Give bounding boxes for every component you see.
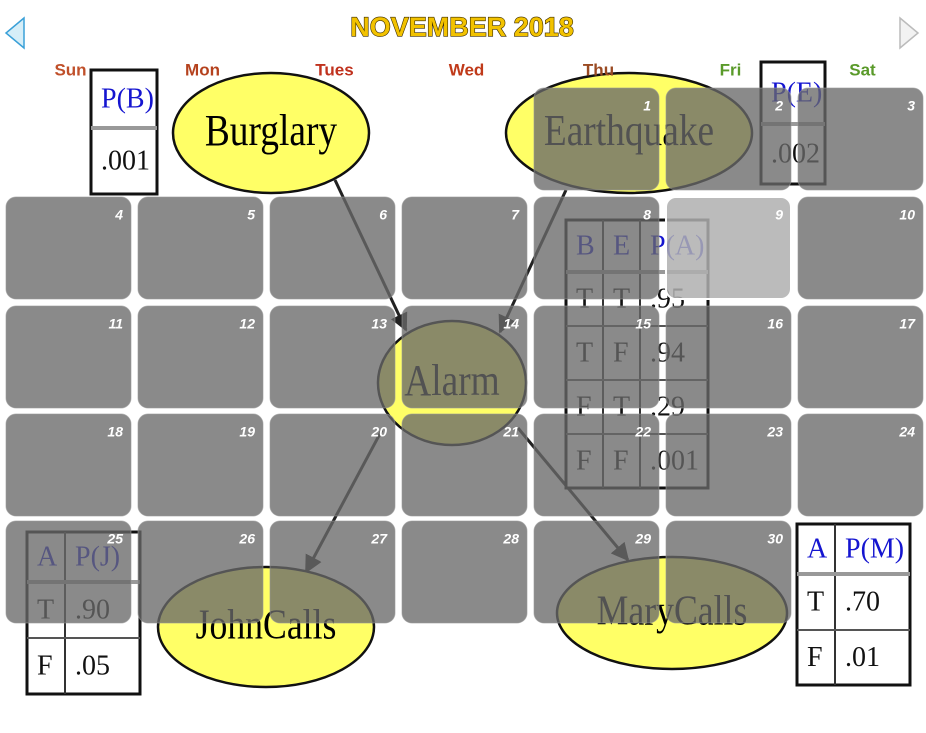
day-cell[interactable] [401, 520, 528, 624]
day-number: 8 [643, 207, 651, 223]
day-cell[interactable] [797, 87, 924, 191]
day-cell[interactable] [797, 413, 924, 517]
day-cell[interactable] [137, 196, 264, 300]
day-number: 26 [238, 531, 255, 547]
day-number: 17 [899, 316, 916, 332]
day-number: 15 [635, 316, 651, 332]
day-cell[interactable] [665, 520, 792, 624]
day-number: 20 [370, 424, 387, 440]
prob-table: P(B) .001 [89, 68, 159, 196]
day-cell[interactable] [665, 87, 792, 191]
weekday-label: Thu [583, 60, 614, 79]
node [171, 71, 371, 195]
day-number: 24 [898, 424, 915, 440]
day-number: 7 [511, 207, 520, 223]
day-number: 2 [774, 98, 783, 114]
table-header: A [807, 533, 828, 564]
table-cell: F [807, 642, 823, 673]
table-cell: .70 [845, 586, 880, 617]
day-cell[interactable] [533, 87, 660, 191]
day-number: 16 [767, 316, 783, 332]
day-number: 29 [634, 531, 651, 547]
day-number: 14 [503, 316, 519, 332]
weekday-label: Sun [54, 60, 86, 79]
day-cell[interactable] [5, 196, 132, 300]
day-cell[interactable] [797, 305, 924, 409]
node-label: Burglary [205, 106, 338, 154]
table-frame [89, 68, 159, 196]
day-number: 13 [371, 316, 387, 332]
day-cell[interactable] [401, 196, 528, 300]
weekday-label: Fri [720, 60, 742, 79]
day-number: 30 [767, 531, 783, 547]
day-number: 22 [634, 424, 651, 440]
weekday-label: Mon [185, 60, 220, 79]
day-cell[interactable] [533, 196, 660, 300]
day-number: 1 [643, 98, 651, 114]
day-number: 6 [379, 207, 387, 223]
day-number: 23 [766, 424, 783, 440]
table-cell: .05 [75, 650, 110, 681]
day-cell[interactable] [665, 196, 792, 300]
table-cell: .01 [845, 642, 880, 673]
day-cell[interactable] [269, 196, 396, 300]
month-title: NOVEMBER 2018 [350, 12, 574, 42]
day-number: 12 [239, 316, 255, 332]
day-number: 3 [907, 98, 915, 114]
day-cell[interactable] [533, 520, 660, 624]
day-number: 25 [106, 531, 123, 547]
table-header: P(B) [101, 83, 154, 114]
day-cell[interactable] [401, 305, 528, 409]
day-cell[interactable] [269, 520, 396, 624]
prev-button[interactable] [4, 16, 25, 50]
day-number: 9 [775, 207, 783, 223]
table-header: P(M) [845, 533, 904, 564]
weekday-label: Wed [449, 60, 485, 79]
table-cell: .001 [101, 145, 150, 176]
day-cell[interactable] [5, 305, 132, 409]
day-number: 18 [107, 424, 123, 440]
day-cell[interactable] [137, 305, 264, 409]
day-cell[interactable] [269, 305, 396, 409]
prob-table: A P(M) T .70 F .01 [795, 522, 912, 687]
day-cell[interactable] [665, 413, 792, 517]
day-number: 4 [114, 207, 123, 223]
day-cell[interactable] [533, 413, 660, 517]
day-cell[interactable] [269, 413, 396, 517]
day-number: 5 [247, 207, 255, 223]
day-cell[interactable] [137, 520, 264, 624]
day-number: 21 [502, 424, 519, 440]
day-cell[interactable] [797, 196, 924, 300]
weekday-label: Sat [849, 60, 876, 79]
day-cell[interactable] [5, 413, 132, 517]
table-cell: T [807, 586, 824, 617]
next-button[interactable] [899, 16, 920, 50]
table-frame [795, 522, 912, 687]
day-number: 28 [502, 531, 519, 547]
day-cell[interactable] [5, 520, 132, 624]
day-cell[interactable] [401, 413, 528, 517]
day-number: 19 [239, 424, 255, 440]
day-cell[interactable] [665, 305, 792, 409]
weekday-label: Tues [315, 60, 353, 79]
day-cell[interactable] [137, 413, 264, 517]
day-number: 11 [108, 316, 123, 332]
table-cell: F [37, 650, 53, 681]
day-number: 27 [370, 531, 388, 547]
day-cell[interactable] [533, 305, 660, 409]
day-number: 10 [899, 207, 915, 223]
